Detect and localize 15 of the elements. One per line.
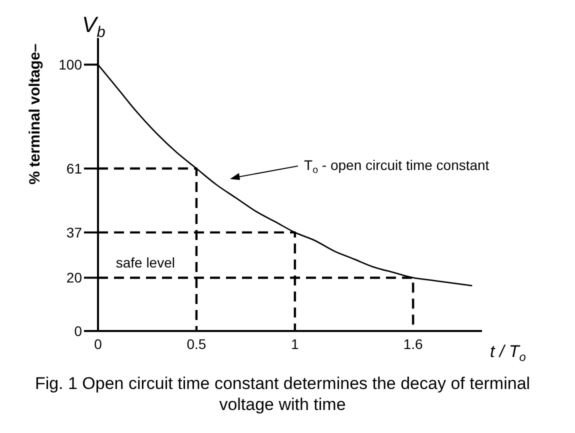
x-axis-title: t / T$_{o}$	[490, 342, 526, 364]
y-tick-label: 0	[74, 322, 82, 339]
y-tick-label: 100	[58, 56, 82, 73]
x-tick-label: 0	[94, 336, 102, 352]
annotation: V$_{b}$	[82, 12, 106, 40]
x-tick-label: 1	[291, 336, 300, 352]
y-tick-label: 20	[66, 270, 82, 286]
text: Fig. 1 Open circuit time constant determines the decay of terminal voltage with time	[34, 373, 532, 415]
y-tick-label: 61	[66, 160, 82, 176]
annotation: safe level	[116, 254, 175, 271]
x-tick-label: 1.6	[403, 336, 424, 352]
x-tick-label: 0.5	[186, 336, 206, 352]
y-tick-label: 37	[66, 224, 82, 240]
annotation: T$_{o}$ - open circuit time constant	[304, 157, 490, 176]
y-axis-title: % terminal voltage–	[26, 44, 44, 184]
